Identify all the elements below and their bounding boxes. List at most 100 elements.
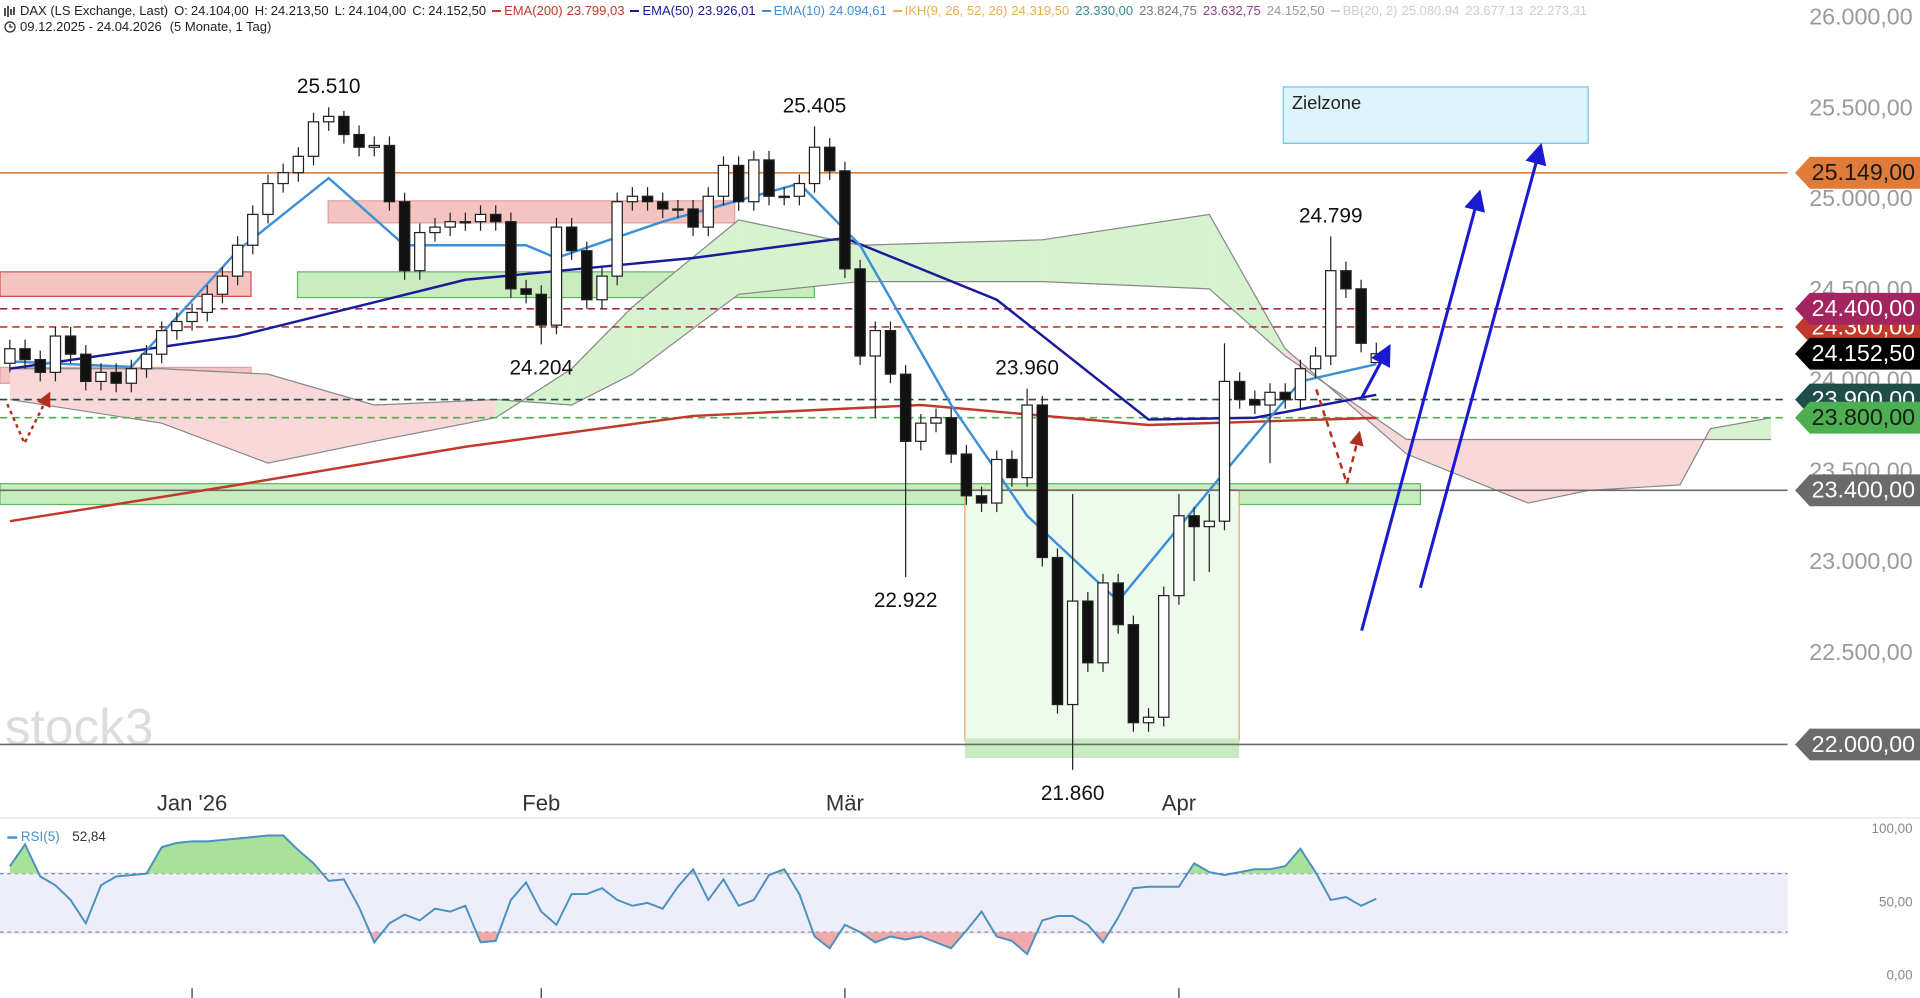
candle-body [338,115,350,136]
rsi-line [9,834,1377,956]
legend-value: 25.080,94 [1401,3,1460,18]
price-annotation: 25.510 [297,75,361,98]
candle-body [520,288,532,295]
rsi-legend-value: 52,84 [72,829,106,844]
legend-value: 23.799,03 [566,3,625,18]
candle-body [748,159,760,203]
cloud-segment [161,368,268,464]
candle-body [216,275,229,295]
candle-body [186,311,198,323]
legend-value: 23.330,00 [1075,3,1134,18]
cloud-segment [1528,439,1589,504]
candle-body [975,495,988,504]
candle-body [596,275,608,301]
candle-body [565,226,578,252]
watermark: stock3 [5,698,154,756]
candle-body [1340,270,1352,290]
candle-body [1264,391,1276,406]
candle-body [140,353,153,370]
y-tick-label: 25.000,00 [1809,185,1913,211]
candle-body [505,221,517,290]
price-tag [1795,292,1920,325]
candle-body [292,155,305,174]
candle-body [444,221,456,228]
candle-body [110,371,122,384]
date-span: (5 Monate, 1 Tag) [169,19,272,34]
candle-body [535,293,548,326]
candle-body [884,329,897,375]
resistance-zone [0,271,252,297]
candle-body [915,422,927,442]
candle-body [1006,458,1018,479]
scenario-arrow [1315,389,1364,489]
candle-body [1036,404,1049,559]
candle-body [1309,355,1322,370]
price-annotation: 24.799 [1299,204,1363,227]
y-tick-label: 26.000,00 [1809,3,1913,29]
legend-value: 23.926,01 [697,3,756,18]
candle-body [550,226,563,326]
candle-body [95,371,107,383]
cloud-segment [1209,214,1286,357]
candle-body [1066,600,1079,706]
price-tag [1795,474,1920,507]
cloud-segment [267,374,375,464]
candle-body [581,250,593,301]
price-annotation: 21.860 [1041,782,1105,805]
candle-body [626,195,639,203]
candle-body [1279,391,1291,401]
legend-name: EMA(50) [642,3,694,18]
candle-body [398,201,411,272]
rsi-tick-label: 100,00 [1871,821,1912,836]
zones: Zielzone stock3 [0,86,1920,935]
candle-body [171,320,183,332]
cloud-segment [1710,417,1772,440]
candle-body [945,417,957,455]
price-tag [1795,156,1920,189]
candle-body [1188,515,1200,528]
price-annotation: 24.204 [509,356,573,379]
candle-body [368,144,381,148]
rsi-tick-label: 0,00 [1886,968,1912,983]
legend-name: EMA(10) [773,3,825,18]
candle-body [1173,515,1185,597]
price-tag-label: 23.400,00 [1812,477,1916,503]
candle-body [307,121,320,157]
candle-body [1355,288,1367,344]
legend-swatch [761,10,771,12]
candle-body [262,182,274,216]
candle-body [277,172,289,185]
indicator-line [9,176,1377,603]
chart-icon [4,5,15,17]
cloud-segment [374,399,496,442]
cloud-line [9,213,1772,504]
candle-body [247,213,259,246]
rsi-panel: 100,00 50,00 0,00 RSI(5) 52,84 [0,821,1913,983]
target-zone-label: Zielzone [1292,92,1361,113]
candle-body [64,335,77,355]
candle-body [960,453,973,497]
quote-value: 24.104,00 [348,3,407,18]
target-zone [1282,86,1589,144]
candle-body [1142,716,1155,724]
price-annotation: 22.922 [874,589,938,612]
price-tag-label: 23.800,00 [1812,404,1916,430]
price-tag-label: 22.000,00 [1812,731,1916,757]
symbol: DAX (LS Exchange, Last) [20,3,169,18]
candle-body [1233,380,1246,401]
quote-key: C: [412,3,426,18]
legend-value: 23.632,75 [1202,3,1261,18]
cloud-segment [571,306,633,406]
price-tag-label: 24.152,50 [1812,340,1916,366]
candle-body [414,231,426,272]
drawings [6,142,1547,632]
rsi-band [0,871,1788,935]
candle-body [687,208,699,228]
date-range: 09.12.2025 - 24.04.2026 [20,19,162,34]
legend-value: 23.677,13 [1465,3,1524,18]
quote-value: 24.104,00 [190,3,249,18]
rsi-legend-name: RSI(5) [21,829,60,844]
legend-value: 24.152,50 [1266,3,1325,18]
candle-body [1051,556,1064,706]
